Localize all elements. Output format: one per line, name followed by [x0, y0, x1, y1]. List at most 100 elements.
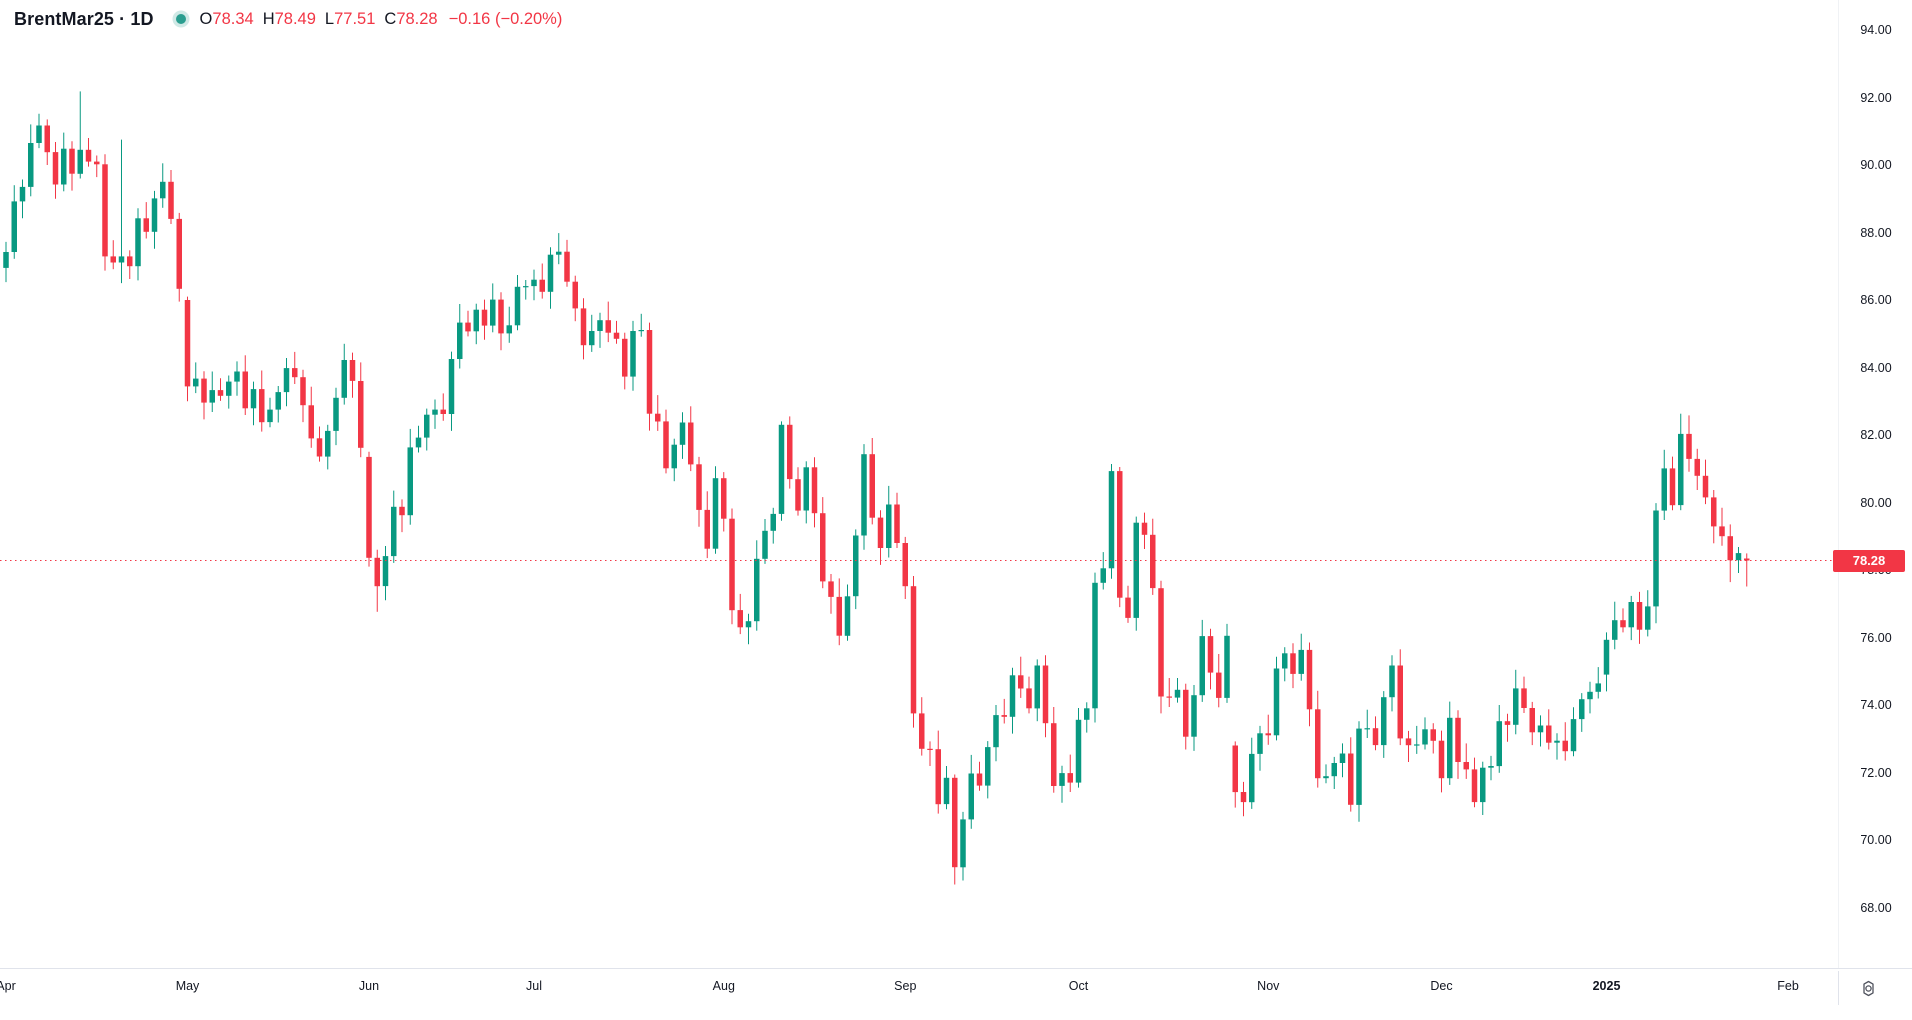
candle	[523, 280, 529, 300]
candle	[910, 576, 917, 728]
candle	[1686, 415, 1692, 472]
candle	[358, 362, 364, 458]
price-axis-label: 84.00	[1860, 360, 1892, 375]
candle	[481, 299, 488, 340]
candle	[267, 397, 273, 428]
candle	[349, 352, 356, 398]
time-axis[interactable]: Apr May Jun Jul Aug Sep Oct Nov Dec 2025 Feb	[0, 968, 1912, 1020]
candle	[729, 508, 735, 625]
symbol-title[interactable]: BrentMar25 · 1D	[14, 8, 154, 29]
time-axis-label: Dec	[1430, 979, 1453, 993]
candle	[415, 425, 422, 453]
candle	[201, 371, 207, 420]
candle	[490, 283, 496, 333]
candle	[1339, 743, 1346, 778]
last-price-tag: 78.28	[1833, 549, 1905, 572]
candle	[1496, 705, 1502, 773]
candle	[622, 332, 628, 390]
axis-settings-button[interactable]	[1852, 975, 1884, 1001]
candle	[1397, 649, 1403, 746]
candle	[1702, 459, 1709, 505]
price-axis-label: 88.00	[1860, 225, 1892, 240]
chart-pane[interactable]	[0, 0, 1838, 968]
candle	[1315, 690, 1321, 788]
price-axis-label: 90.00	[1860, 158, 1892, 172]
candle	[556, 233, 562, 265]
candle	[77, 91, 83, 179]
candle	[1570, 707, 1577, 757]
candle	[1603, 632, 1610, 692]
candle	[572, 275, 578, 322]
candle	[1554, 733, 1560, 760]
candle	[1034, 659, 1040, 722]
candle	[1711, 490, 1717, 544]
candle	[1282, 647, 1288, 682]
candle	[1191, 685, 1197, 751]
candle	[300, 369, 306, 423]
candle	[1059, 765, 1065, 803]
candle	[217, 378, 224, 401]
candle	[1727, 524, 1733, 583]
candle	[1042, 655, 1049, 738]
candle	[440, 393, 446, 421]
candle	[1117, 467, 1123, 608]
candle	[1224, 623, 1230, 703]
candle	[894, 492, 900, 548]
price-axis-label: 82.00	[1860, 428, 1892, 442]
candle	[1579, 693, 1585, 732]
candle	[366, 451, 372, 567]
candle	[1018, 656, 1024, 698]
candle	[308, 386, 314, 448]
candle	[52, 142, 59, 199]
candle	[1414, 725, 1420, 754]
candle	[399, 499, 405, 533]
candle	[580, 298, 587, 360]
gear-icon	[1862, 980, 1874, 996]
candle	[1001, 698, 1007, 724]
ohlc-values: O78.34 H78.49 L77.51 C78.28 −0.16 (−0.20…	[200, 10, 563, 29]
candle	[11, 185, 17, 259]
market-status-icon[interactable]	[175, 14, 186, 24]
candle	[721, 472, 727, 532]
time-axis-label: Jun	[358, 979, 380, 993]
candle	[869, 438, 875, 525]
candle	[1537, 715, 1544, 747]
candle	[143, 202, 149, 239]
candle	[1026, 676, 1032, 714]
candle	[316, 426, 323, 462]
candle	[465, 310, 471, 337]
candle	[828, 574, 834, 614]
candle	[935, 730, 941, 814]
candle	[589, 314, 595, 352]
candle	[102, 154, 108, 271]
candle	[1364, 709, 1370, 738]
candle	[457, 304, 463, 369]
candle	[151, 190, 158, 249]
candle	[1331, 756, 1337, 789]
candlestick-chart[interactable]	[0, 0, 1838, 968]
candle	[28, 124, 34, 197]
candle	[1628, 595, 1634, 641]
candle	[943, 766, 950, 810]
candle	[1356, 721, 1362, 822]
symbol-legend[interactable]: BrentMar25 · 1D O78.34 H78.49 L77.51 C78…	[14, 6, 562, 32]
candle	[94, 155, 100, 178]
candle	[902, 536, 908, 599]
candle	[745, 613, 752, 645]
price-axis-label: 92.00	[1860, 90, 1892, 105]
candle	[1240, 781, 1247, 817]
candle	[1067, 754, 1073, 792]
candle	[754, 540, 760, 631]
candle	[1158, 580, 1164, 714]
price-axis[interactable]: 78.28 94.00 92.00 90.00 88.00 86.00 84.00 82.0…	[1833, 0, 1912, 968]
candle	[1389, 655, 1395, 712]
candle	[275, 386, 281, 423]
candle	[506, 306, 512, 343]
candle	[135, 208, 141, 281]
candle	[168, 170, 174, 224]
candle	[1430, 723, 1436, 754]
candle	[1438, 730, 1445, 793]
candle	[960, 811, 966, 881]
price-axis-label: 94.00	[1860, 23, 1892, 37]
candle	[1744, 553, 1750, 587]
